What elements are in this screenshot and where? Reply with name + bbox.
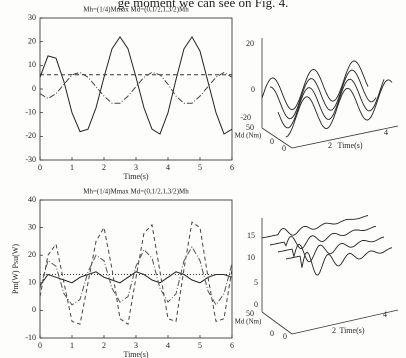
x-tick-label: 4 bbox=[166, 341, 170, 350]
y-axis-label: Pm(W) Psu(W) bbox=[11, 244, 20, 294]
time-axis-label: Time(s) bbox=[339, 326, 364, 335]
y-tick-label: -30 bbox=[25, 155, 36, 164]
x-tick-label: 0 bbox=[38, 163, 42, 172]
axis bbox=[291, 125, 399, 149]
y-tick-label: 10 bbox=[28, 60, 36, 69]
body-text: ge moment we can see on Fig. 4. bbox=[118, 0, 289, 10]
x-tick-label: 2 bbox=[102, 163, 106, 172]
x-tick-label: 2 bbox=[102, 341, 106, 350]
x-tick-label: 5 bbox=[198, 341, 202, 350]
plot-frame bbox=[39, 199, 233, 339]
y-tick-label: -20 bbox=[25, 131, 36, 140]
y-tick-label: 40 bbox=[28, 195, 36, 204]
x-tick-label: 4 bbox=[166, 163, 170, 172]
plot-frame bbox=[39, 17, 233, 161]
surface-curve bbox=[261, 215, 369, 239]
md-axis-label: Md (Nm) bbox=[235, 318, 262, 326]
surface-curve bbox=[277, 236, 385, 263]
time-axis-label: Time(s) bbox=[337, 141, 362, 150]
data-line bbox=[39, 35, 233, 135]
surface-curve bbox=[261, 60, 369, 111]
surface-curve bbox=[269, 69, 377, 120]
axis bbox=[291, 309, 399, 335]
time-tick-label: 2 bbox=[332, 326, 336, 335]
time-zero-label: 0 bbox=[282, 144, 286, 153]
y-tick-label: 0 bbox=[32, 84, 36, 93]
time-tick-label: 2 bbox=[328, 141, 332, 150]
time-tick-label: 4 bbox=[384, 128, 388, 137]
data-line bbox=[39, 245, 233, 306]
y-tick-label: -10 bbox=[25, 333, 36, 342]
data-line bbox=[39, 221, 233, 326]
y-tick-label: 10 bbox=[28, 278, 36, 287]
md-tick-label: 50 bbox=[246, 309, 254, 318]
x-tick-label: 1 bbox=[70, 163, 74, 172]
x-axis-label: Time(s) bbox=[123, 350, 148, 358]
z-tick-label: 5 bbox=[254, 278, 258, 287]
y-tick-label: 20 bbox=[28, 36, 36, 45]
axis bbox=[261, 311, 293, 335]
y-tick-label: 30 bbox=[28, 13, 36, 22]
z-tick-label: 0 bbox=[254, 300, 258, 309]
surface-curve bbox=[285, 79, 393, 138]
y-tick-label: 0 bbox=[32, 305, 36, 314]
z-tick-label: 15 bbox=[247, 231, 255, 240]
x-tick-label: 6 bbox=[230, 163, 234, 172]
chart-title: Mh=(1/4)Mmax Md=(0,1/2,1,3/2)Mh bbox=[83, 6, 189, 14]
x-tick-label: 3 bbox=[134, 163, 138, 172]
z-tick-label: 0 bbox=[251, 85, 255, 94]
data-line bbox=[39, 271, 233, 286]
md-axis-label: Md (Nm) bbox=[235, 132, 262, 140]
x-tick-label: 5 bbox=[198, 163, 202, 172]
axis bbox=[261, 127, 293, 149]
md-zero-label: 0 bbox=[270, 137, 274, 146]
chart-title: Mh=(1/4)Mmax Md=(0,1/2,1,3/2)Mh bbox=[83, 188, 189, 196]
x-tick-label: 6 bbox=[230, 341, 234, 350]
x-tick-label: 0 bbox=[38, 341, 42, 350]
data-line bbox=[39, 71, 233, 104]
y-tick-label: 30 bbox=[28, 222, 36, 231]
surface-curve bbox=[285, 247, 393, 276]
x-tick-label: 1 bbox=[70, 341, 74, 350]
x-axis-label: Time(s) bbox=[123, 172, 148, 181]
z-tick-label: -20 bbox=[240, 113, 251, 122]
y-tick-label: 20 bbox=[28, 250, 36, 259]
y-tick-label: -10 bbox=[25, 107, 36, 116]
time-zero-label: 0 bbox=[283, 332, 287, 341]
x-tick-label: 3 bbox=[134, 341, 138, 350]
md-zero-label: 0 bbox=[270, 329, 274, 338]
surface-curve bbox=[269, 225, 377, 249]
z-tick-label: 10 bbox=[247, 253, 255, 262]
z-tick-label: 20 bbox=[246, 39, 254, 48]
surface-curve bbox=[277, 78, 385, 129]
time-tick-label: 4 bbox=[383, 310, 387, 319]
md-tick-label: 50 bbox=[246, 123, 254, 132]
